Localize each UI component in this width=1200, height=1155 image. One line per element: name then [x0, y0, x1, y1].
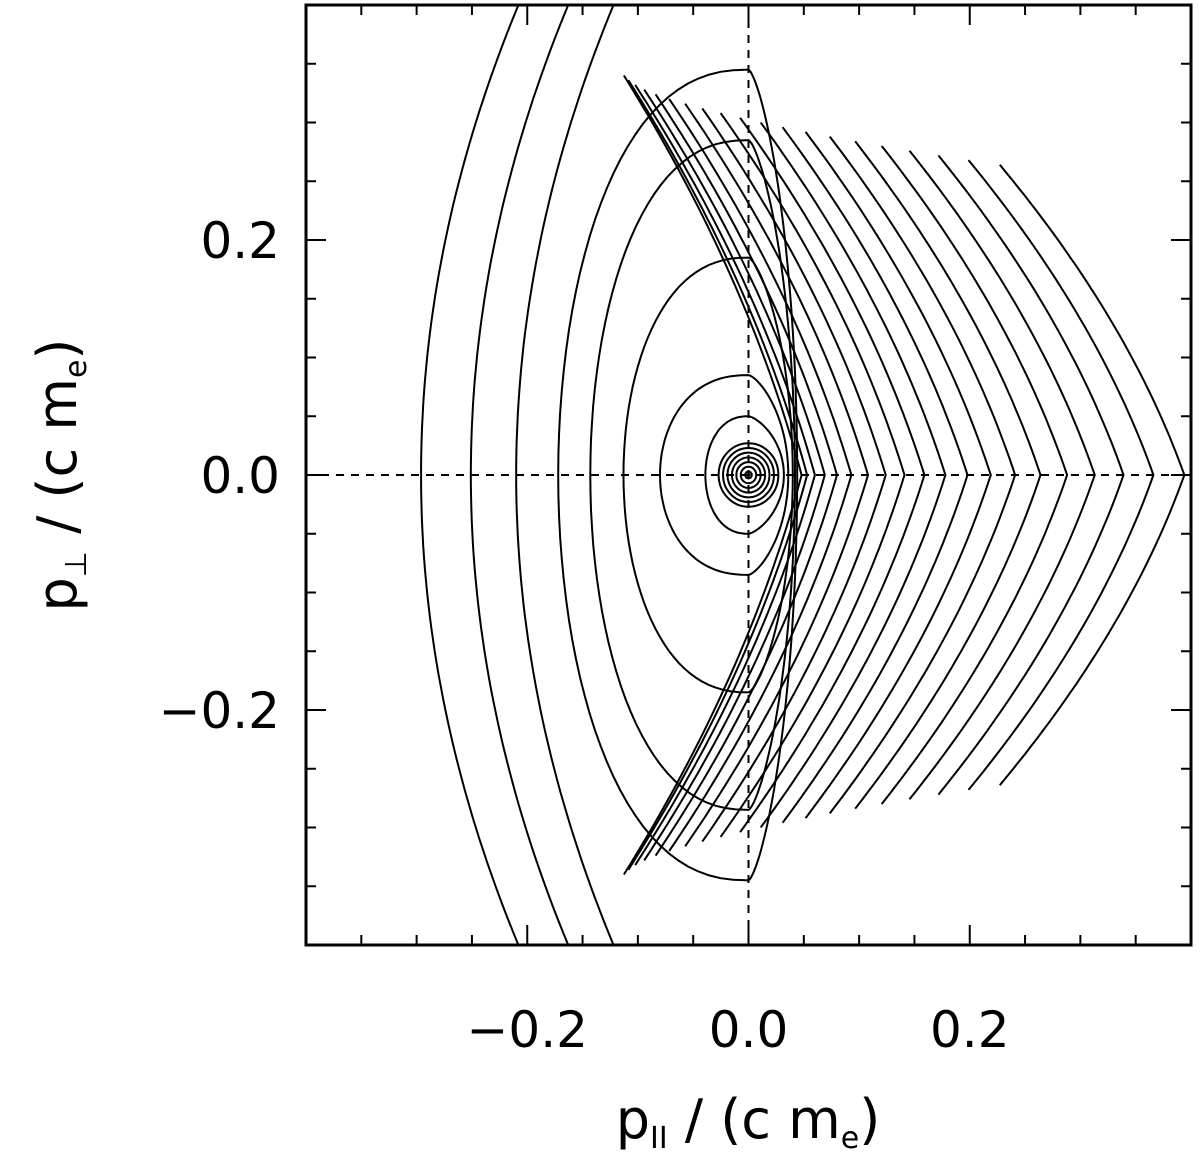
tick-labels: −0.2 0.0 0.2 −0.2 0.0 0.2 — [159, 212, 1010, 1059]
contour-right-arc-16 — [908, 150, 1096, 800]
contour-right-arc-2 — [634, 84, 816, 866]
contour-closed-loop-1 — [658, 374, 790, 576]
y-tick-label-1: 0.0 — [200, 447, 280, 505]
contour-right-arc-7 — [701, 107, 887, 843]
x-tick-label-1: 0.0 — [709, 1001, 789, 1059]
reference-lines — [306, 5, 1191, 945]
contour-closed-loop-2 — [622, 256, 794, 694]
contour-closed-loop-4 — [557, 68, 799, 882]
contour-right-arc-8 — [719, 112, 906, 838]
y-tick-label-2: 0.2 — [200, 212, 280, 270]
contour-right-arc-10 — [759, 121, 947, 829]
y-tick-label-0: −0.2 — [159, 682, 280, 740]
contour-right-arc-14 — [854, 140, 1042, 810]
contour-closed-loop-0 — [704, 415, 785, 535]
contour-right-arc-3 — [643, 89, 826, 861]
contour-left-arc-2 — [420, 5, 520, 945]
contour-right-arc-12 — [804, 131, 992, 819]
x-tick-label-2: 0.2 — [930, 1001, 1010, 1059]
y-axis-label: p⊥ / (c me) — [26, 338, 94, 611]
x-axis-label: pII / (c me) — [616, 1088, 881, 1155]
contour-right-arc-15 — [880, 145, 1069, 805]
contour-left-arc-1 — [469, 5, 570, 945]
contour-closed-loop-3 — [589, 139, 796, 811]
x-tick-label-0: −0.2 — [467, 1001, 588, 1059]
axis-ticks — [306, 5, 1191, 945]
